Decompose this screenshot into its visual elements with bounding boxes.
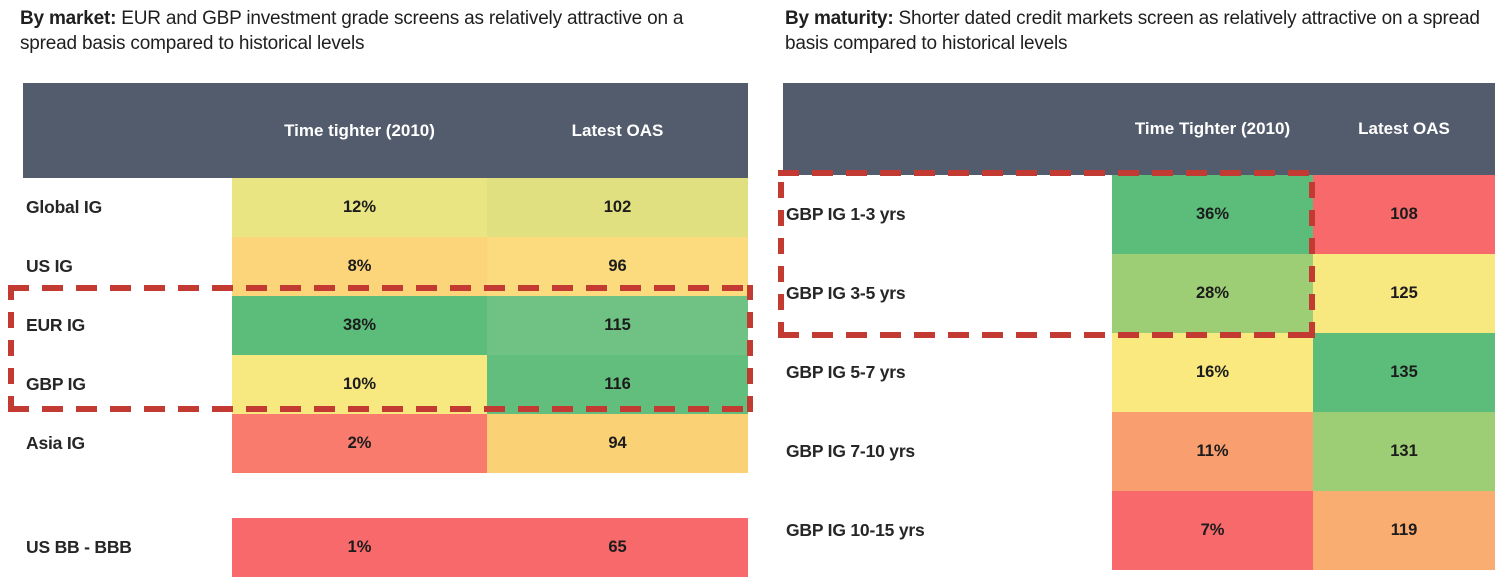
value-cell-global-ig-latest-oas: 102 xyxy=(487,178,748,237)
value-cell-gbp-ig-3-5-latest-oas: 125 xyxy=(1313,254,1495,333)
table-gap xyxy=(487,473,748,518)
market-heatmap-table: Time tighter (2010) Latest OAS Global IG… xyxy=(23,83,748,577)
value-cell-gbp-ig-latest-oas: 116 xyxy=(487,355,748,414)
row-label-gbp-ig-1-3: GBP IG 1-3 yrs xyxy=(783,175,1112,254)
row-label-gbp-ig-7-10: GBP IG 7-10 yrs xyxy=(783,412,1112,491)
table-gap xyxy=(23,473,232,518)
value-cell-asia-ig-time-tighter: 2% xyxy=(232,414,487,473)
row-label-gbp-ig: GBP IG xyxy=(23,355,232,414)
value-cell-gbp-ig-3-5-time-tighter: 28% xyxy=(1112,254,1313,333)
maturity-panel-title: By maturity: Shorter dated credit market… xyxy=(785,6,1495,56)
value-cell-us-bb-bbb-latest-oas: 65 xyxy=(487,518,748,577)
maturity-column-header-time-tighter: Time Tighter (2010) xyxy=(1112,83,1313,175)
value-cell-eur-ig-latest-oas: 115 xyxy=(487,296,748,355)
maturity-header-spacer xyxy=(783,83,1112,175)
row-label-global-ig: Global IG xyxy=(23,178,232,237)
maturity-title-lead: By maturity: xyxy=(785,8,894,29)
row-label-asia-ig: Asia IG xyxy=(23,414,232,473)
row-label-gbp-ig-3-5: GBP IG 3-5 yrs xyxy=(783,254,1112,333)
row-label-us-bb-bbb: US BB - BBB xyxy=(23,518,232,577)
value-cell-us-bb-bbb-time-tighter: 1% xyxy=(232,518,487,577)
value-cell-asia-ig-latest-oas: 94 xyxy=(487,414,748,473)
value-cell-gbp-ig-5-7-time-tighter: 16% xyxy=(1112,333,1313,412)
value-cell-gbp-ig-1-3-time-tighter: 36% xyxy=(1112,175,1313,254)
market-title-lead: By market: xyxy=(20,8,117,29)
row-label-gbp-ig-10-15: GBP IG 10-15 yrs xyxy=(783,491,1112,570)
value-cell-gbp-ig-1-3-latest-oas: 108 xyxy=(1313,175,1495,254)
value-cell-gbp-ig-10-15-latest-oas: 119 xyxy=(1313,491,1495,570)
value-cell-gbp-ig-5-7-latest-oas: 135 xyxy=(1313,333,1495,412)
value-cell-gbp-ig-7-10-latest-oas: 131 xyxy=(1313,412,1495,491)
market-header-spacer xyxy=(23,83,232,178)
maturity-column-header-latest-oas: Latest OAS xyxy=(1313,83,1495,175)
value-cell-gbp-ig-10-15-time-tighter: 7% xyxy=(1112,491,1313,570)
row-label-us-ig: US IG xyxy=(23,237,232,296)
maturity-heatmap-table: Time Tighter (2010) Latest OAS GBP IG 1-… xyxy=(783,83,1495,570)
value-cell-global-ig-time-tighter: 12% xyxy=(232,178,487,237)
value-cell-gbp-ig-time-tighter: 10% xyxy=(232,355,487,414)
maturity-title-text: Shorter dated credit markets screen as r… xyxy=(785,8,1480,55)
market-column-header-latest-oas: Latest OAS xyxy=(487,83,748,178)
market-panel-title: By market: EUR and GBP investment grade … xyxy=(20,6,730,56)
row-label-gbp-ig-5-7: GBP IG 5-7 yrs xyxy=(783,333,1112,412)
value-cell-us-ig-time-tighter: 8% xyxy=(232,237,487,296)
market-column-header-time-tighter: Time tighter (2010) xyxy=(232,83,487,178)
value-cell-eur-ig-time-tighter: 38% xyxy=(232,296,487,355)
row-label-eur-ig: EUR IG xyxy=(23,296,232,355)
value-cell-gbp-ig-7-10-time-tighter: 11% xyxy=(1112,412,1313,491)
value-cell-us-ig-latest-oas: 96 xyxy=(487,237,748,296)
table-gap xyxy=(232,473,487,518)
market-title-text: EUR and GBP investment grade screens as … xyxy=(20,8,684,55)
